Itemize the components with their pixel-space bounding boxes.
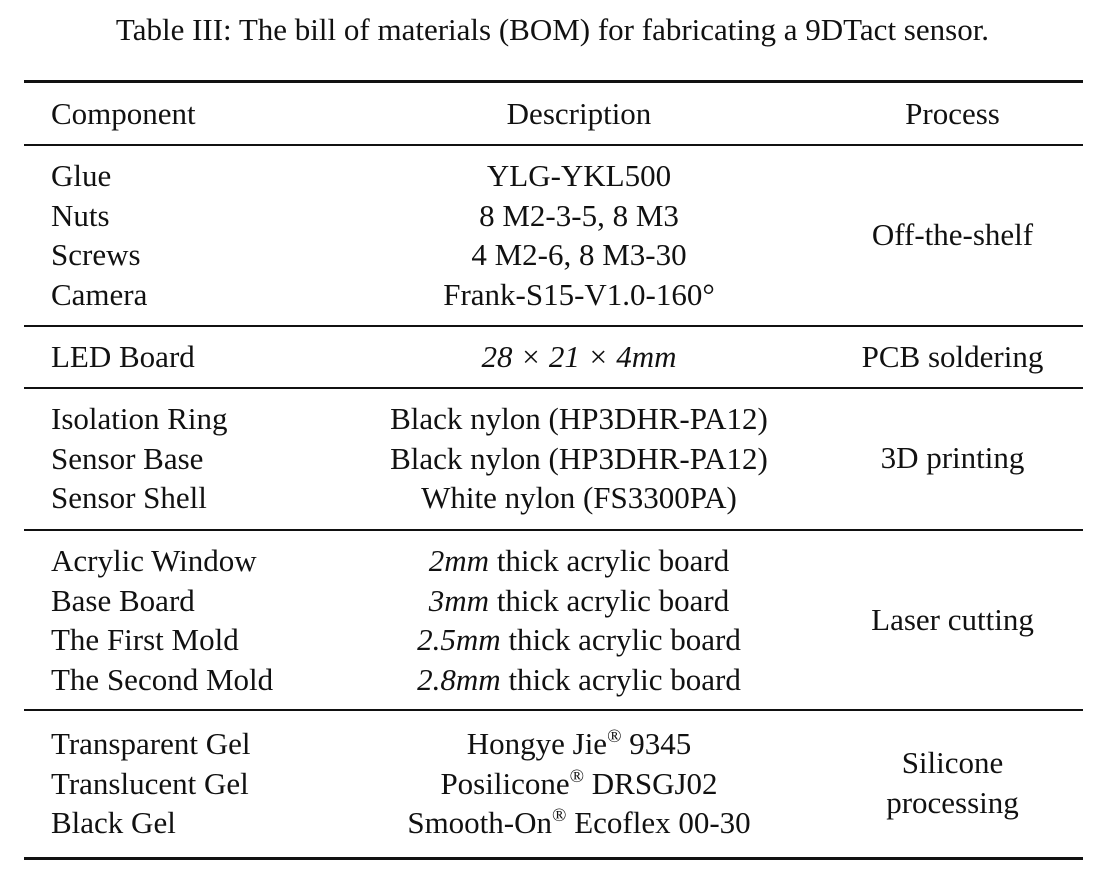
description-cell: 2.5mm thick acrylic board [344, 620, 814, 660]
group-rule [24, 709, 1083, 711]
group-3d-printing-descriptions: Black nylon (HP3DHR-PA12) Black nylon (H… [344, 399, 814, 518]
description-cell: 2mm thick acrylic board [344, 541, 814, 581]
process-line: Silicone [901, 745, 1004, 780]
header-process: Process [905, 96, 1000, 131]
header-rule [24, 144, 1083, 146]
process-cell: Off-the-shelf [871, 217, 1034, 252]
description-text: thick acrylic board [500, 622, 741, 657]
component-cell: Screws [51, 237, 141, 272]
header-component: Component [51, 96, 196, 131]
group-laser-cutting-descriptions: 2mm thick acrylic board 3mm thick acryli… [344, 541, 814, 699]
component-cell: Glue [51, 158, 112, 193]
group-silicone-descriptions: Hongye Jie® 9345 Posilicone® DRSGJ02 Smo… [344, 724, 814, 843]
product-code: 9345 [621, 726, 692, 761]
description-cell: Frank-S15-V1.0-160° [443, 276, 715, 312]
description-cell: 2.8mm thick acrylic board [344, 660, 814, 700]
component-cell: Transparent Gel [51, 726, 251, 761]
brand-name: Hongye Jie [466, 726, 608, 761]
group-laser-cutting-components: Acrylic Window Base Board The First Mold… [51, 541, 273, 699]
header-description: Description [506, 96, 652, 131]
group-silicone-components: Transparent Gel Translucent Gel Black Ge… [51, 724, 250, 843]
description-cell: Black nylon (HP3DHR-PA12) [390, 440, 768, 476]
product-code: Ecoflex 00-30 [566, 805, 751, 840]
component-cell: Sensor Base [51, 440, 204, 476]
group-off-the-shelf-descriptions: YLG-YKL500 8 M2-3-5, 8 M3 4 M2-6, 8 M3-3… [344, 156, 814, 314]
process-line: processing [886, 784, 1019, 820]
bottom-rule [24, 857, 1083, 860]
description-text: thick acrylic board [489, 582, 730, 618]
component-cell: Sensor Shell [51, 480, 207, 515]
brand-name: Posilicone [440, 765, 570, 801]
product-code: DRSGJ02 [584, 765, 718, 801]
description-cell: 3mm thick acrylic board [344, 581, 814, 621]
component-cell: Translucent Gel [51, 765, 249, 801]
registered-mark: ® [552, 805, 567, 826]
description-cell: 28 × 21 × 4mm [481, 339, 677, 374]
thickness-value: 2.5mm [417, 622, 501, 657]
description-cell: Posilicone® DRSGJ02 [344, 764, 814, 804]
top-rule [24, 80, 1083, 83]
description-cell: Smooth-On® Ecoflex 00-30 [344, 803, 814, 843]
thickness-value: 2mm [428, 543, 490, 578]
description-cell: YLG-YKL500 [486, 158, 672, 193]
thickness-value: 2.8mm [417, 661, 501, 697]
component-cell: The First Mold [51, 622, 239, 657]
component-cell: Isolation Ring [51, 401, 228, 436]
brand-name: Smooth-On [407, 805, 553, 840]
description-cell: 8 M2-3-5, 8 M3 [479, 197, 679, 233]
process-cell: Laser cutting [871, 602, 1034, 637]
registered-mark: ® [607, 726, 622, 747]
process-cell: PCB soldering [861, 339, 1044, 374]
description-cell: Hongye Jie® 9345 [344, 724, 814, 764]
component-cell: The Second Mold [51, 661, 274, 697]
group-3d-printing-components: Isolation Ring Sensor Base Sensor Shell [51, 399, 228, 518]
registered-mark: ® [569, 765, 585, 787]
component-cell: Nuts [51, 197, 110, 233]
description-cell: Black nylon (HP3DHR-PA12) [390, 401, 768, 436]
component-cell: Base Board [51, 582, 195, 618]
description-cell: White nylon (FS3300PA) [421, 480, 737, 515]
group-rule [24, 325, 1083, 327]
component-cell: LED Board [51, 339, 195, 374]
group-off-the-shelf-components: Glue Nuts Screws Camera [51, 156, 147, 314]
group-rule [24, 387, 1083, 389]
description-text: thick acrylic board [500, 661, 741, 697]
process-cell: 3D printing [880, 440, 1025, 475]
table-caption: Table III: The bill of materials (BOM) f… [115, 12, 990, 47]
description-cell: 4 M2-6, 8 M3-30 [471, 237, 687, 272]
component-cell: Camera [51, 276, 148, 312]
group-rule [24, 529, 1083, 531]
component-cell: Acrylic Window [51, 543, 257, 578]
component-cell: Black Gel [51, 805, 176, 840]
thickness-value: 3mm [428, 582, 490, 618]
description-text: thick acrylic board [489, 543, 730, 578]
process-cell: Silicone processing [820, 743, 1085, 822]
